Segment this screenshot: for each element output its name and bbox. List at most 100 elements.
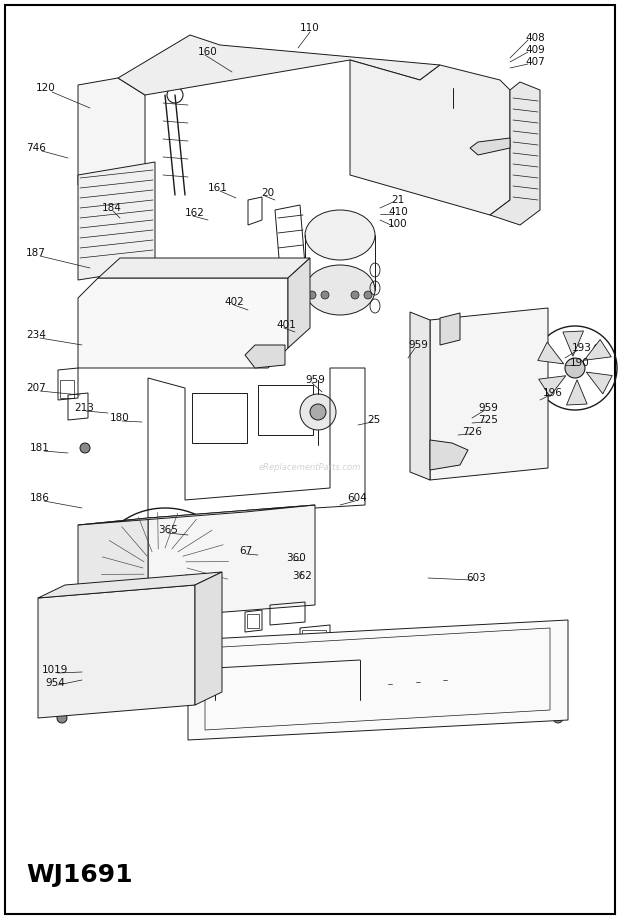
- Polygon shape: [38, 585, 195, 718]
- Ellipse shape: [351, 291, 359, 299]
- Ellipse shape: [310, 404, 326, 420]
- Ellipse shape: [305, 210, 375, 260]
- Ellipse shape: [57, 700, 67, 710]
- Text: 184: 184: [102, 203, 122, 213]
- Polygon shape: [470, 138, 510, 155]
- Polygon shape: [38, 572, 222, 598]
- Text: 67: 67: [239, 546, 252, 556]
- Bar: [60, 380, 74, 398]
- Ellipse shape: [157, 561, 173, 575]
- Text: 401: 401: [276, 320, 296, 330]
- Ellipse shape: [147, 180, 153, 186]
- Text: 196: 196: [543, 388, 563, 398]
- Bar: [119, 298, 137, 333]
- Polygon shape: [584, 339, 611, 360]
- Text: 120: 120: [36, 83, 56, 93]
- Ellipse shape: [147, 194, 153, 200]
- Polygon shape: [78, 505, 315, 525]
- Ellipse shape: [57, 713, 67, 723]
- Text: 365: 365: [158, 525, 178, 535]
- Text: 954: 954: [45, 678, 65, 688]
- Text: 746: 746: [26, 143, 46, 153]
- Text: 162: 162: [185, 208, 205, 218]
- Polygon shape: [78, 78, 145, 190]
- Text: 409: 409: [525, 45, 545, 55]
- Ellipse shape: [145, 550, 185, 586]
- Polygon shape: [567, 380, 587, 405]
- Polygon shape: [440, 313, 460, 345]
- Text: WJ1691: WJ1691: [27, 863, 133, 887]
- Polygon shape: [288, 258, 310, 348]
- Text: 180: 180: [110, 413, 130, 423]
- Ellipse shape: [147, 250, 153, 256]
- Text: 25: 25: [368, 415, 381, 425]
- Polygon shape: [78, 162, 155, 280]
- Polygon shape: [430, 440, 468, 470]
- Ellipse shape: [305, 265, 375, 315]
- Polygon shape: [350, 60, 510, 215]
- Text: 213: 213: [74, 403, 94, 413]
- Polygon shape: [78, 518, 148, 625]
- Ellipse shape: [440, 683, 450, 693]
- Ellipse shape: [565, 358, 585, 378]
- Ellipse shape: [385, 687, 395, 697]
- Text: 959: 959: [478, 403, 498, 413]
- Polygon shape: [410, 312, 430, 480]
- Text: 410: 410: [388, 207, 408, 217]
- Bar: [258, 385, 313, 435]
- Ellipse shape: [147, 208, 153, 214]
- Polygon shape: [538, 342, 564, 364]
- Ellipse shape: [300, 394, 336, 430]
- Text: 360: 360: [286, 553, 306, 563]
- Ellipse shape: [447, 448, 457, 458]
- Text: 604: 604: [347, 493, 367, 503]
- Text: 959: 959: [305, 375, 325, 385]
- Text: 1019: 1019: [42, 665, 68, 675]
- Polygon shape: [148, 505, 315, 618]
- Text: 21: 21: [391, 195, 405, 205]
- Bar: [192, 393, 247, 443]
- Polygon shape: [587, 372, 612, 394]
- Polygon shape: [539, 376, 566, 396]
- Text: 100: 100: [388, 219, 408, 229]
- Bar: [143, 298, 161, 333]
- Ellipse shape: [553, 713, 563, 723]
- Bar: [302, 630, 326, 642]
- Ellipse shape: [147, 222, 153, 228]
- Bar: [192, 607, 212, 617]
- Text: 20: 20: [262, 188, 275, 198]
- Text: eReplacementParts.com: eReplacementParts.com: [259, 463, 361, 472]
- Bar: [247, 614, 259, 628]
- Text: 207: 207: [26, 383, 46, 393]
- Bar: [95, 298, 113, 333]
- Text: 603: 603: [466, 573, 486, 583]
- Text: 193: 193: [572, 343, 592, 353]
- Polygon shape: [78, 278, 288, 368]
- Text: 408: 408: [525, 33, 545, 43]
- Text: 402: 402: [224, 297, 244, 307]
- Text: 181: 181: [30, 443, 50, 453]
- Text: 161: 161: [208, 183, 228, 193]
- Polygon shape: [188, 620, 568, 740]
- Ellipse shape: [147, 236, 153, 242]
- Ellipse shape: [413, 685, 423, 695]
- Text: 190: 190: [570, 358, 590, 368]
- Ellipse shape: [364, 291, 372, 299]
- Text: 725: 725: [478, 415, 498, 425]
- Text: 160: 160: [198, 47, 218, 57]
- Bar: [215, 298, 233, 333]
- Text: 407: 407: [525, 57, 545, 67]
- Ellipse shape: [80, 443, 90, 453]
- Bar: [167, 298, 185, 333]
- Bar: [239, 298, 257, 333]
- Text: 362: 362: [292, 571, 312, 581]
- Ellipse shape: [308, 291, 316, 299]
- Text: 959: 959: [408, 340, 428, 350]
- Text: 726: 726: [462, 427, 482, 437]
- Ellipse shape: [321, 291, 329, 299]
- Polygon shape: [195, 572, 222, 705]
- Polygon shape: [118, 35, 440, 95]
- Polygon shape: [430, 308, 548, 480]
- Polygon shape: [490, 82, 540, 225]
- Text: 187: 187: [26, 248, 46, 258]
